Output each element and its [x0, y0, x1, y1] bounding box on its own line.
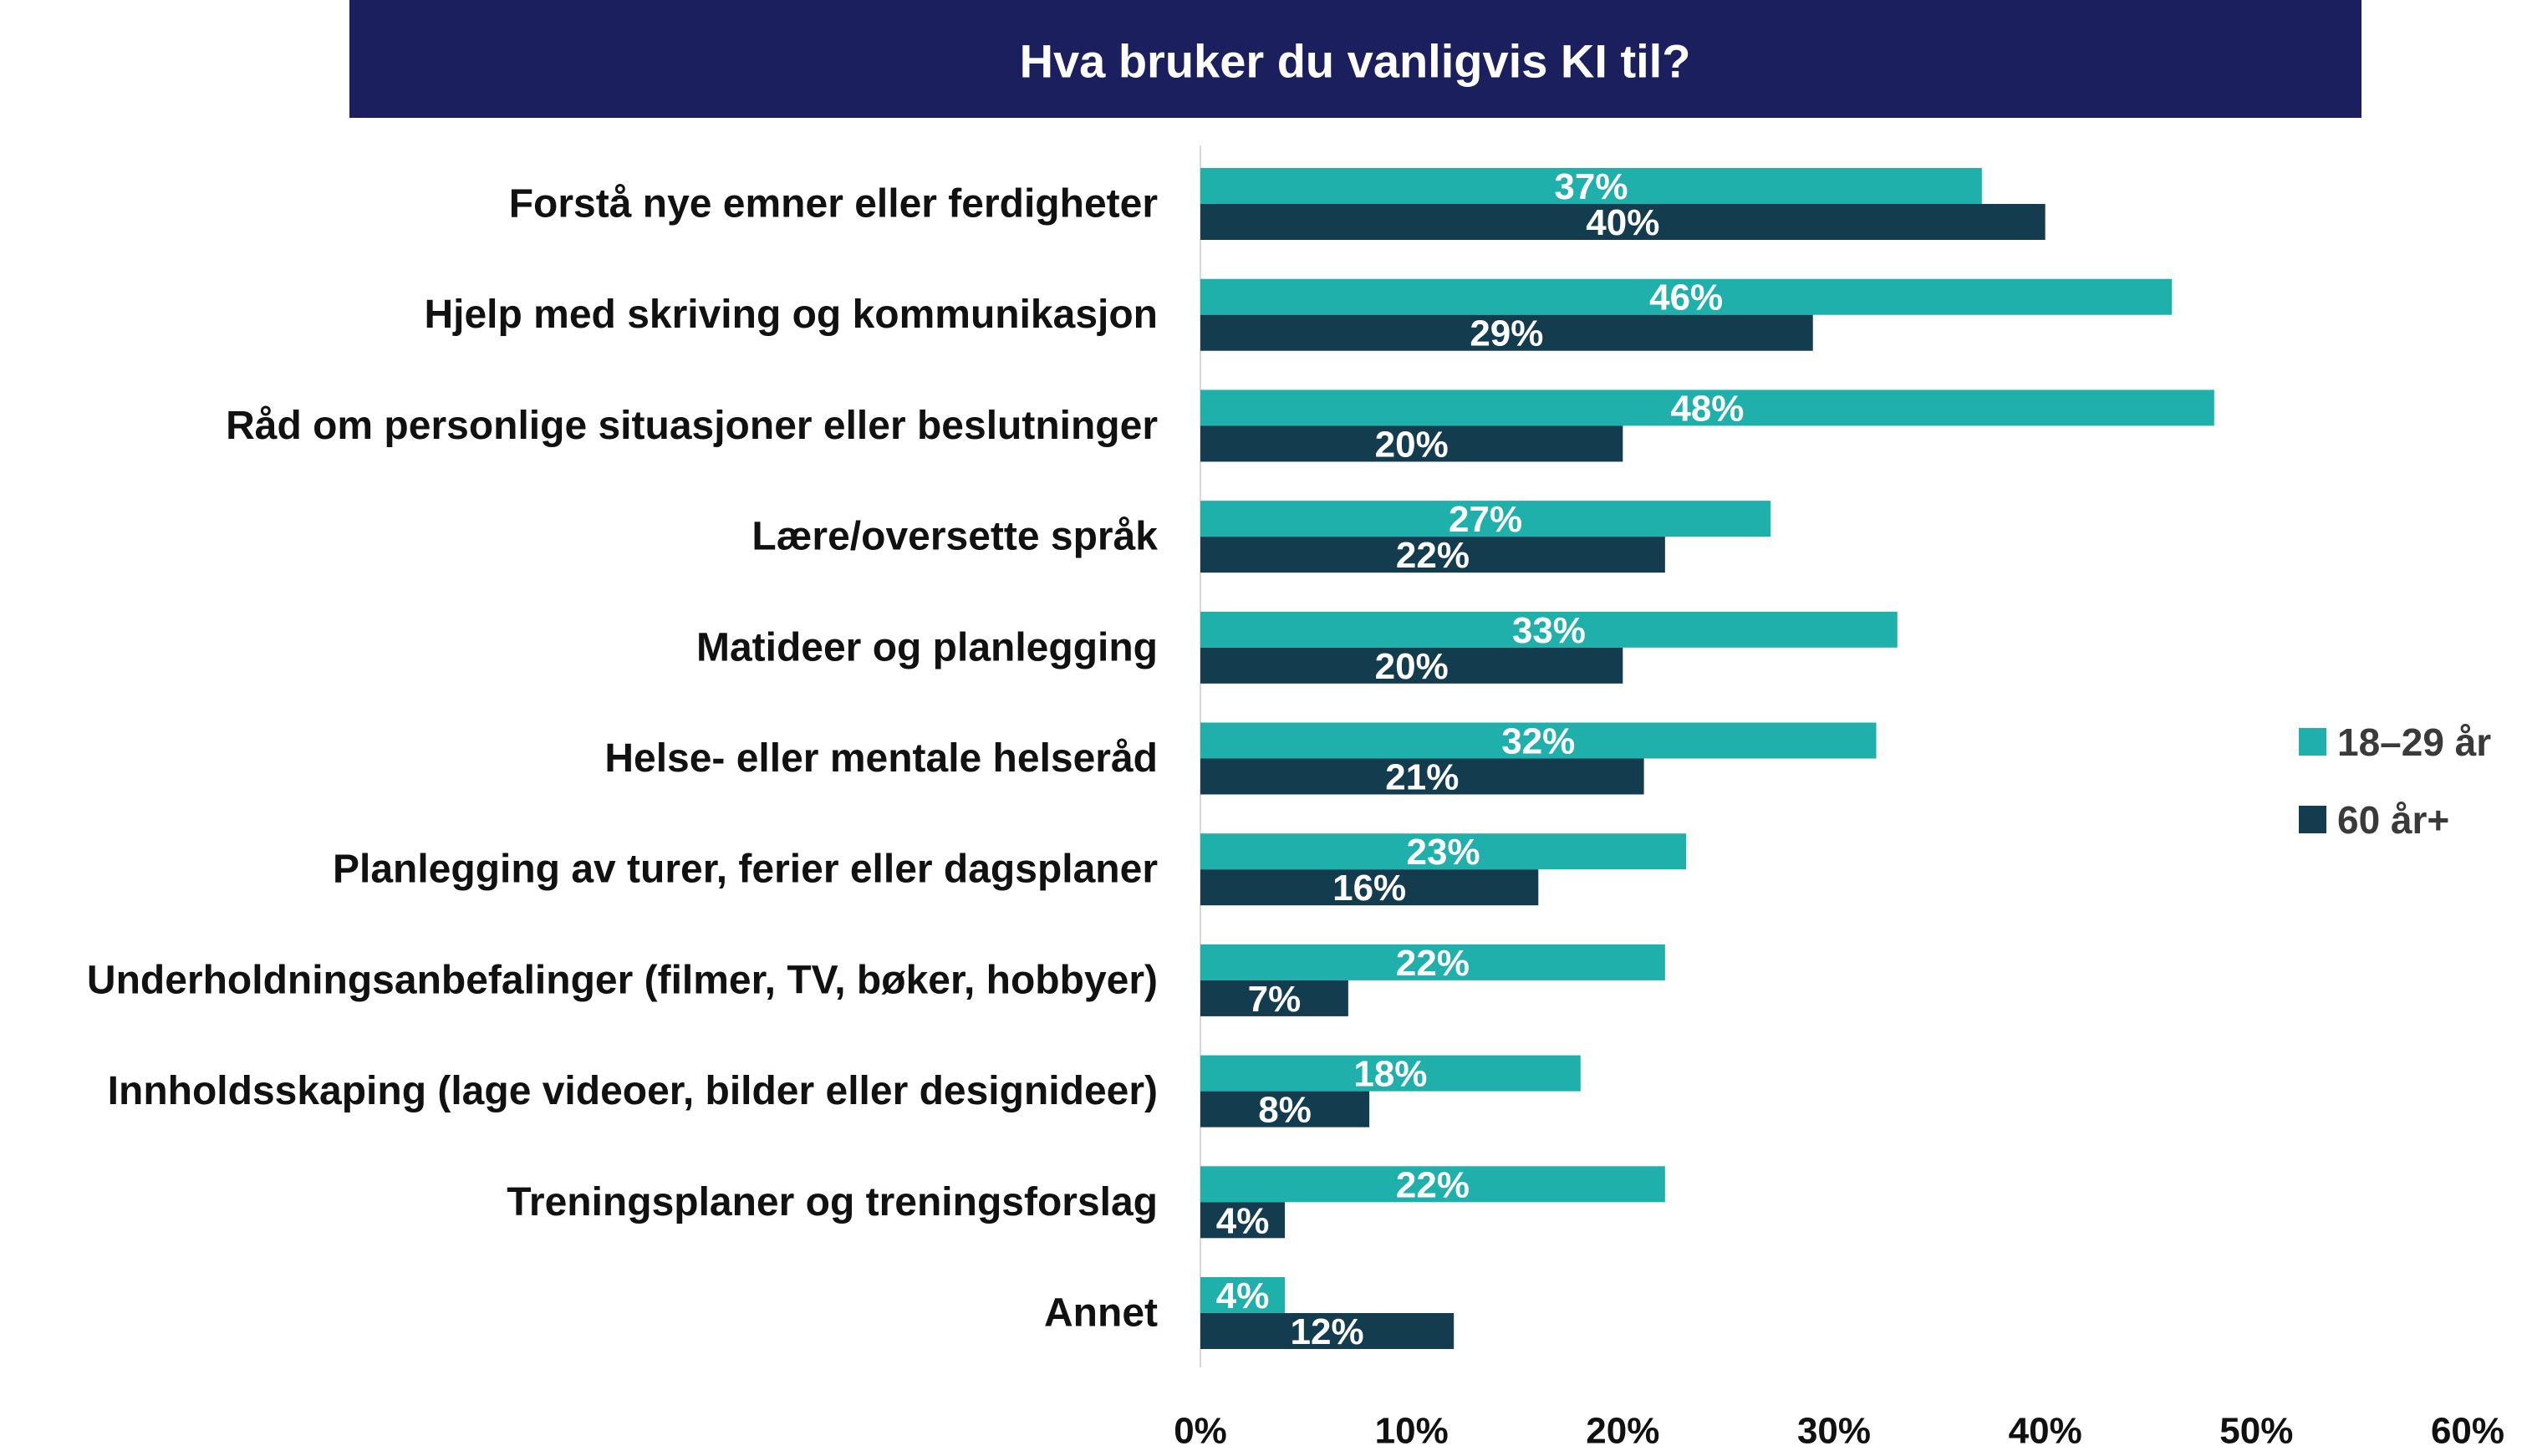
bar-age-18-29 — [1200, 611, 1898, 648]
bar-age-18-29 — [1200, 944, 1665, 980]
x-tick-label: 30% — [1797, 1411, 1871, 1452]
category-label: Underholdningsanbefalinger (filmer, TV, … — [87, 958, 1158, 1002]
data-label-age-18-29: 32% — [1501, 721, 1575, 762]
x-tick-label: 40% — [2009, 1411, 2082, 1452]
bar-age-18-29 — [1200, 1055, 1581, 1092]
x-tick-label: 10% — [1375, 1411, 1449, 1452]
category-group: Råd om personlige situasjoner eller besl… — [226, 388, 2214, 465]
legend-swatch-18-29 — [2299, 728, 2326, 756]
data-label-age-60-plus: 16% — [1332, 868, 1406, 909]
category-group: Treningsplaner og treningsforslag 22% 4% — [507, 1164, 1665, 1241]
category-group: Hjelp med skriving og kommunikasjon 46% 29… — [424, 277, 2173, 354]
legend-label-60-plus: 60 år+ — [2337, 798, 2449, 842]
bar-age-18-29 — [1200, 501, 1771, 537]
data-label-age-60-plus: 4% — [1216, 1200, 1270, 1241]
data-label-age-60-plus: 21% — [1385, 757, 1459, 798]
category-label: Lære/oversette språk — [751, 515, 1158, 559]
category-label: Planlegging av turer, ferier eller dagsp… — [333, 848, 1158, 892]
data-label-age-18-29: 33% — [1512, 610, 1586, 651]
category-group: Matideer og planlegging 33% 20% — [696, 610, 1898, 687]
data-label-age-60-plus: 22% — [1396, 535, 1470, 576]
x-tick-label: 0% — [1174, 1411, 1227, 1452]
category-label: Treningsplaner og treningsforslag — [507, 1180, 1158, 1224]
bar-age-18-29 — [1200, 722, 1877, 759]
data-label-age-18-29: 27% — [1449, 499, 1522, 540]
data-label-age-18-29: 4% — [1216, 1275, 1270, 1316]
data-label-age-18-29: 23% — [1407, 832, 1480, 873]
category-label: Annet — [1044, 1291, 1158, 1336]
category-label: Helse- eller mentale helseråd — [604, 736, 1158, 781]
data-label-age-60-plus: 29% — [1470, 313, 1543, 354]
legend-swatch-60-plus — [2299, 806, 2326, 833]
bar-age-18-29 — [1200, 1277, 1286, 1313]
category-group: Innholdsskaping (lage videoer, bilder el… — [108, 1054, 1581, 1131]
data-label-age-60-plus: 20% — [1375, 646, 1449, 687]
legend: 18–29 år 60 år+ — [2299, 720, 2491, 842]
bar-age-60-plus — [1200, 204, 2046, 240]
category-group: Helse- eller mentale helseråd 32% 21% — [604, 721, 1877, 798]
data-label-age-18-29: 18% — [1353, 1054, 1427, 1095]
category-group: Annet 4% 12% — [1044, 1275, 1455, 1352]
chart-title: Hva bruker du vanligvis KI til? — [1020, 35, 1691, 88]
bar-age-60-plus — [1200, 425, 1623, 462]
data-label-age-60-plus: 12% — [1291, 1311, 1364, 1352]
bar-age-60-plus — [1200, 314, 1813, 351]
bar-age-18-29 — [1200, 278, 2173, 315]
x-tick-label: 60% — [2431, 1411, 2504, 1452]
category-label: Innholdsskaping (lage videoer, bilder el… — [108, 1069, 1158, 1113]
bar-age-18-29 — [1200, 389, 2214, 426]
data-label-age-18-29: 37% — [1554, 166, 1628, 207]
data-label-age-60-plus: 7% — [1248, 979, 1302, 1020]
category-group: Underholdningsanbefalinger (filmer, TV, … — [87, 943, 1665, 1020]
category-group: Lære/oversette språk 27%22% — [751, 499, 1771, 576]
bar-age-60-plus — [1200, 980, 1348, 1016]
title-banner — [349, 0, 2361, 118]
bar-age-18-29 — [1200, 168, 1982, 204]
bar-age-60-plus — [1200, 647, 1623, 684]
bar-age-60-plus — [1200, 537, 1665, 573]
data-label-age-18-29: 46% — [1649, 277, 1723, 318]
bar-age-60-plus — [1200, 1313, 1455, 1349]
category-group: Planlegging av turer, ferier eller dagsp… — [333, 832, 1687, 909]
bar-age-60-plus — [1200, 869, 1539, 906]
data-label-age-60-plus: 40% — [1586, 202, 1659, 243]
bar-age-60-plus — [1200, 1202, 1286, 1239]
bar-groups: Forstå nye emner eller ferdigheter 37%40%… — [87, 166, 2214, 1352]
category-label: Forstå nye emner eller ferdigheter — [509, 182, 1158, 227]
category-label: Hjelp med skriving og kommunikasjon — [424, 293, 1158, 337]
data-label-age-60-plus: 20% — [1375, 424, 1449, 465]
data-label-age-60-plus: 8% — [1258, 1090, 1312, 1131]
data-label-age-18-29: 22% — [1396, 1164, 1470, 1205]
x-axis-ticks: 0% 10% 20% 30% 40% 50% 60% — [1174, 1411, 2504, 1452]
legend-label-18-29: 18–29 år — [2337, 720, 2491, 764]
category-label: Råd om personlige situasjoner eller besl… — [226, 404, 1158, 448]
bar-age-60-plus — [1200, 758, 1644, 795]
category-label: Matideer og planlegging — [696, 625, 1158, 669]
data-label-age-18-29: 48% — [1670, 388, 1744, 429]
bar-age-60-plus — [1200, 1091, 1370, 1128]
x-tick-label: 20% — [1586, 1411, 1659, 1452]
bar-age-18-29 — [1200, 1166, 1665, 1203]
bar-age-18-29 — [1200, 833, 1687, 870]
x-tick-label: 50% — [2219, 1411, 2293, 1452]
data-label-age-18-29: 22% — [1396, 943, 1470, 984]
category-group: Forstå nye emner eller ferdigheter 37%40% — [509, 166, 2046, 243]
